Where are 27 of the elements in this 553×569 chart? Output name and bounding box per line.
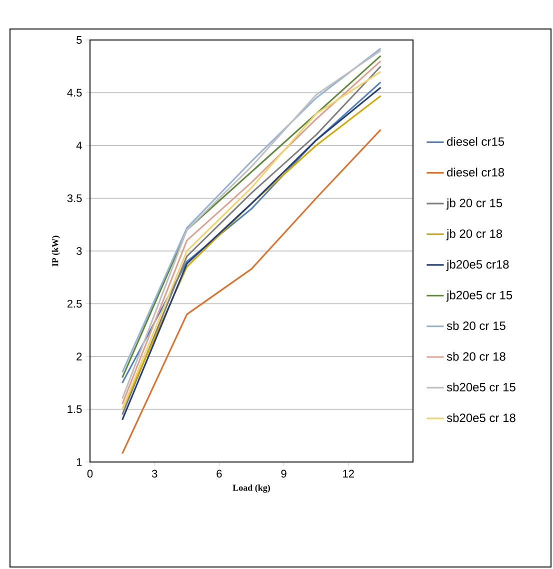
y-tick-label: 4.5	[67, 88, 82, 97]
legend-label: sb 20 cr 15	[446, 321, 506, 330]
x-tick-label: 6	[216, 470, 222, 478]
y-tick-label: 2.5	[67, 300, 82, 308]
legend-label: sb 20 cr 18	[446, 352, 506, 361]
x-tick-label: 9	[281, 470, 286, 478]
x-tick-label: 3	[152, 470, 158, 478]
y-axis-title: IP (kW)	[52, 236, 60, 266]
legend-label: sb20e5 cr 15	[446, 382, 516, 392]
y-tick-label: 2	[76, 352, 82, 360]
legend-label: diesel cr15	[447, 137, 504, 146]
legend-label: sb20e5 cr 18	[446, 413, 516, 422]
line-series	[122, 128, 382, 454]
x-tick-label: 12	[343, 470, 354, 478]
y-tick-label: 4	[76, 142, 82, 150]
legend-label: jb20e5 cr 15	[446, 290, 512, 302]
legend-label: jb 20 cr 18	[446, 229, 502, 240]
y-tick-label: 1.5	[68, 405, 82, 414]
y-tick-label: 3.5	[67, 194, 82, 202]
x-tick-label: 0	[87, 470, 93, 478]
x-axis-title: Load (kg)	[232, 484, 270, 493]
legend-label: diesel cr18	[447, 168, 504, 177]
y-tick-label: 5	[76, 36, 82, 44]
legend-label: jb20e5 cr18	[446, 260, 509, 272]
legend-label: jb 20 cr 15	[446, 198, 502, 210]
y-tick-label: 3	[76, 247, 82, 255]
y-tick-label: 1	[76, 458, 82, 466]
